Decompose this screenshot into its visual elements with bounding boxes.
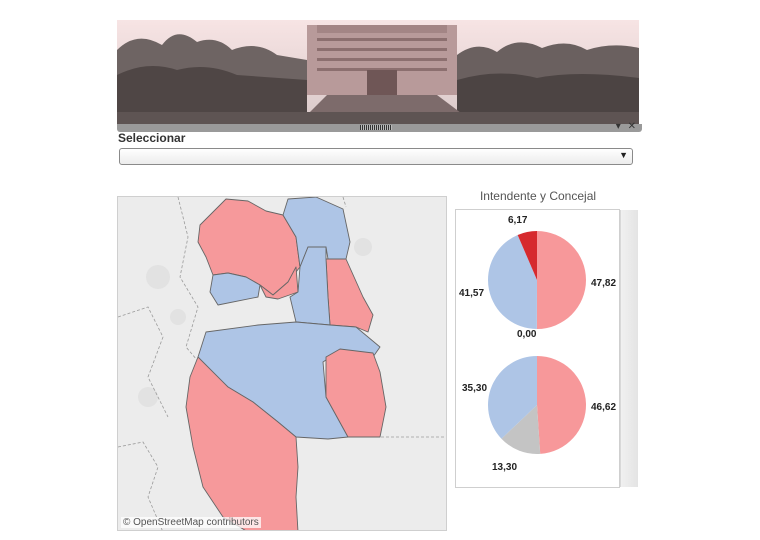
pie-panel-scrollbar[interactable]: [620, 210, 638, 487]
selector-label: Seleccionar: [118, 131, 186, 145]
region-map[interactable]: © OpenStreetMap contributors: [117, 196, 447, 531]
department-southeast: [325, 348, 387, 438]
map-attribution: © OpenStreetMap contributors: [121, 517, 261, 528]
department-east: [325, 258, 374, 333]
close-icon[interactable]: ✕: [627, 121, 636, 132]
pie2-label-slice-3: 35,30: [462, 383, 488, 394]
pie1-label-slice-4: 6,17: [508, 215, 528, 226]
pie2-slice-3[interactable]: [488, 356, 537, 439]
pie1-slice-4[interactable]: [517, 231, 537, 280]
pie2-slice-1[interactable]: [537, 356, 586, 454]
pie1-slice-1[interactable]: [536, 231, 587, 329]
drag-grip-handle[interactable]: [360, 125, 392, 130]
pie2-label-slice-1: 46,62: [591, 402, 617, 413]
pie1-label-slice-3: 41,57: [459, 288, 485, 299]
pie-section-title: Intendente y Concejal: [479, 189, 597, 203]
dropdown-arrow-icon[interactable]: ▼: [619, 150, 628, 160]
pie1-label-slice-1: 47,82: [591, 278, 617, 289]
selector-dropdown[interactable]: ▼: [119, 148, 633, 165]
pie1-slice-3[interactable]: [488, 234, 537, 329]
banner-image: [117, 20, 639, 125]
department-center: [289, 246, 331, 326]
pie-charts: [488, 231, 587, 454]
chevron-down-icon[interactable]: ▾: [615, 121, 621, 132]
pie2-slice-2[interactable]: [501, 405, 541, 454]
department-lavalle-west: [209, 272, 261, 306]
department-center-north: [259, 266, 299, 300]
pie2-label-slice-2: 13,30: [492, 462, 518, 473]
pie-panel: [455, 209, 620, 488]
department-south: [185, 356, 299, 530]
banner-toolbar: ▾ ✕: [117, 121, 642, 132]
pie1-label-slice-2: 0,00: [517, 329, 537, 340]
